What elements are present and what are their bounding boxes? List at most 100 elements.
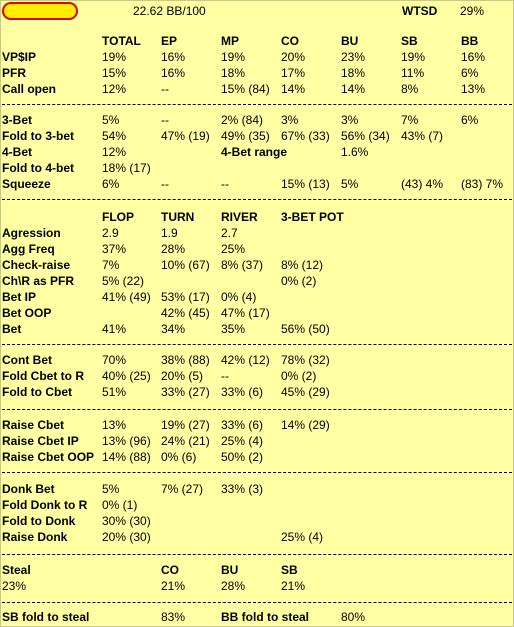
raisecbet-row-label: Raise Cbet IP: [2, 434, 79, 448]
preflop-cell: 17%: [281, 66, 306, 80]
threebet-row-label: 3-Bet: [2, 113, 33, 127]
preflop-cell: 16%: [161, 66, 186, 80]
cbet-cell: 51%: [102, 385, 127, 399]
threebet-row-label: Fold to 3-bet: [2, 129, 74, 143]
threebet-cell: 56% (34): [341, 129, 390, 143]
postflop-row-label: Bet IP: [2, 290, 37, 304]
player-badge[interactable]: [2, 2, 78, 20]
threebet-cell: (83) 7%: [461, 177, 504, 191]
postflop-row-label: Ch\R as PFR: [2, 274, 75, 288]
threebet-cell: 49% (35): [221, 129, 270, 143]
raisecbet-row-label: Raise Cbet OOP: [2, 450, 95, 464]
postflop-cell: 47% (17): [221, 306, 270, 320]
threebet-cell: 7%: [401, 113, 419, 127]
steal-cell: 28%: [221, 579, 246, 593]
preflop-col-header: BU: [341, 34, 359, 48]
raisecbet-cell: 13%: [102, 418, 127, 432]
preflop-cell: 19%: [221, 50, 246, 64]
postflop-cell: 28%: [161, 242, 186, 256]
postflop-col-header: RIVER: [221, 210, 258, 224]
cbet-row-label: Cont Bet: [2, 353, 52, 367]
preflop-cell: 15%: [102, 66, 127, 80]
postflop-cell: 53% (17): [161, 290, 210, 304]
section-divider: [2, 554, 512, 555]
threebet-cell: 3%: [341, 113, 359, 127]
raisecbet-cell: 14% (88): [102, 450, 151, 464]
donk-cell: 33% (3): [221, 482, 264, 496]
raisecbet-cell: 0% (6): [161, 450, 197, 464]
donk-row-label: Fold Donk to R: [2, 498, 88, 512]
postflop-cell: 0% (2): [281, 274, 317, 288]
preflop-cell: 16%: [461, 50, 486, 64]
preflop-row-label: VP$IP: [2, 50, 37, 64]
donk-row-label: Fold to Donk: [2, 514, 76, 528]
threebet-cell: 6%: [461, 113, 479, 127]
preflop-cell: 19%: [102, 50, 127, 64]
sb-fold-steal-label: SB fold to steal: [2, 610, 90, 624]
steal-label: Steal: [2, 563, 31, 577]
preflop-cell: 18%: [341, 66, 366, 80]
postflop-row-label: Agression: [2, 226, 61, 240]
preflop-cell: 8%: [401, 82, 419, 96]
postflop-col-header: 3-BET POT: [281, 210, 344, 224]
raisecbet-row-label: Raise Cbet: [2, 418, 65, 432]
wtsd-value: 29%: [460, 4, 485, 18]
donk-cell: 20% (30): [102, 530, 151, 544]
threebet-cell: 15% (13): [281, 177, 330, 191]
preflop-col-header: MP: [221, 34, 239, 48]
postflop-cell: 25%: [221, 242, 246, 256]
preflop-row-label: Call open: [2, 82, 57, 96]
cbet-cell: 20% (5): [161, 369, 204, 383]
section-divider: [2, 199, 512, 200]
raisecbet-cell: 24% (21): [161, 434, 210, 448]
threebet-cell: 5%: [341, 177, 359, 191]
fourbet-range-label: 4-Bet range: [221, 145, 288, 159]
raisecbet-cell: 25% (4): [221, 434, 264, 448]
preflop-col-header: EP: [161, 34, 178, 48]
preflop-col-header: SB: [401, 34, 418, 48]
preflop-cell: 14%: [341, 82, 366, 96]
cbet-cell: 78% (32): [281, 353, 330, 367]
section-divider: [2, 602, 512, 603]
preflop-cell: 12%: [102, 82, 127, 96]
preflop-col-header: BB: [461, 34, 479, 48]
steal-col-header: SB: [281, 563, 298, 577]
cbet-cell: --: [221, 369, 229, 383]
donk-row-label: Raise Donk: [2, 530, 68, 544]
threebet-cell: 6%: [102, 177, 120, 191]
cbet-cell: 38% (88): [161, 353, 210, 367]
preflop-cell: 19%: [401, 50, 426, 64]
threebet-row-label: 4-Bet: [2, 145, 33, 159]
postflop-cell: 5% (22): [102, 274, 145, 288]
bb-fold-steal-label: BB fold to steal: [221, 610, 310, 624]
preflop-cell: 14%: [281, 82, 306, 96]
preflop-cell: 6%: [461, 66, 479, 80]
postflop-cell: 8% (37): [221, 258, 264, 272]
preflop-cell: 16%: [161, 50, 186, 64]
postflop-col-header: FLOP: [102, 210, 134, 224]
section-divider: [2, 104, 512, 105]
threebet-cell: --: [161, 177, 169, 191]
postflop-cell: 42% (45): [161, 306, 210, 320]
preflop-cell: 13%: [461, 82, 486, 96]
cbet-cell: 70%: [102, 353, 127, 367]
postflop-cell: 35%: [221, 322, 246, 336]
cbet-cell: 45% (29): [281, 385, 330, 399]
preflop-col-header: TOTAL: [102, 34, 141, 48]
threebet-row-label: Fold to 4-bet: [2, 161, 74, 175]
postflop-cell: 8% (12): [281, 258, 324, 272]
steal-cell: 21%: [281, 579, 306, 593]
steal-cell: 21%: [161, 579, 186, 593]
preflop-cell: 18%: [221, 66, 246, 80]
threebet-cell: 18% (17): [102, 161, 151, 175]
raisecbet-cell: 50% (2): [221, 450, 264, 464]
postflop-cell: 34%: [161, 322, 186, 336]
postflop-cell: 2.9: [102, 226, 119, 240]
section-divider: [2, 409, 512, 410]
postflop-cell: 37%: [102, 242, 127, 256]
steal-value: 23%: [2, 579, 27, 593]
threebet-cell: 47% (19): [161, 129, 210, 143]
postflop-col-header: TURN: [161, 210, 195, 224]
cbet-row-label: Fold to Cbet: [2, 385, 72, 399]
postflop-row-label: Bet OOP: [2, 306, 52, 320]
